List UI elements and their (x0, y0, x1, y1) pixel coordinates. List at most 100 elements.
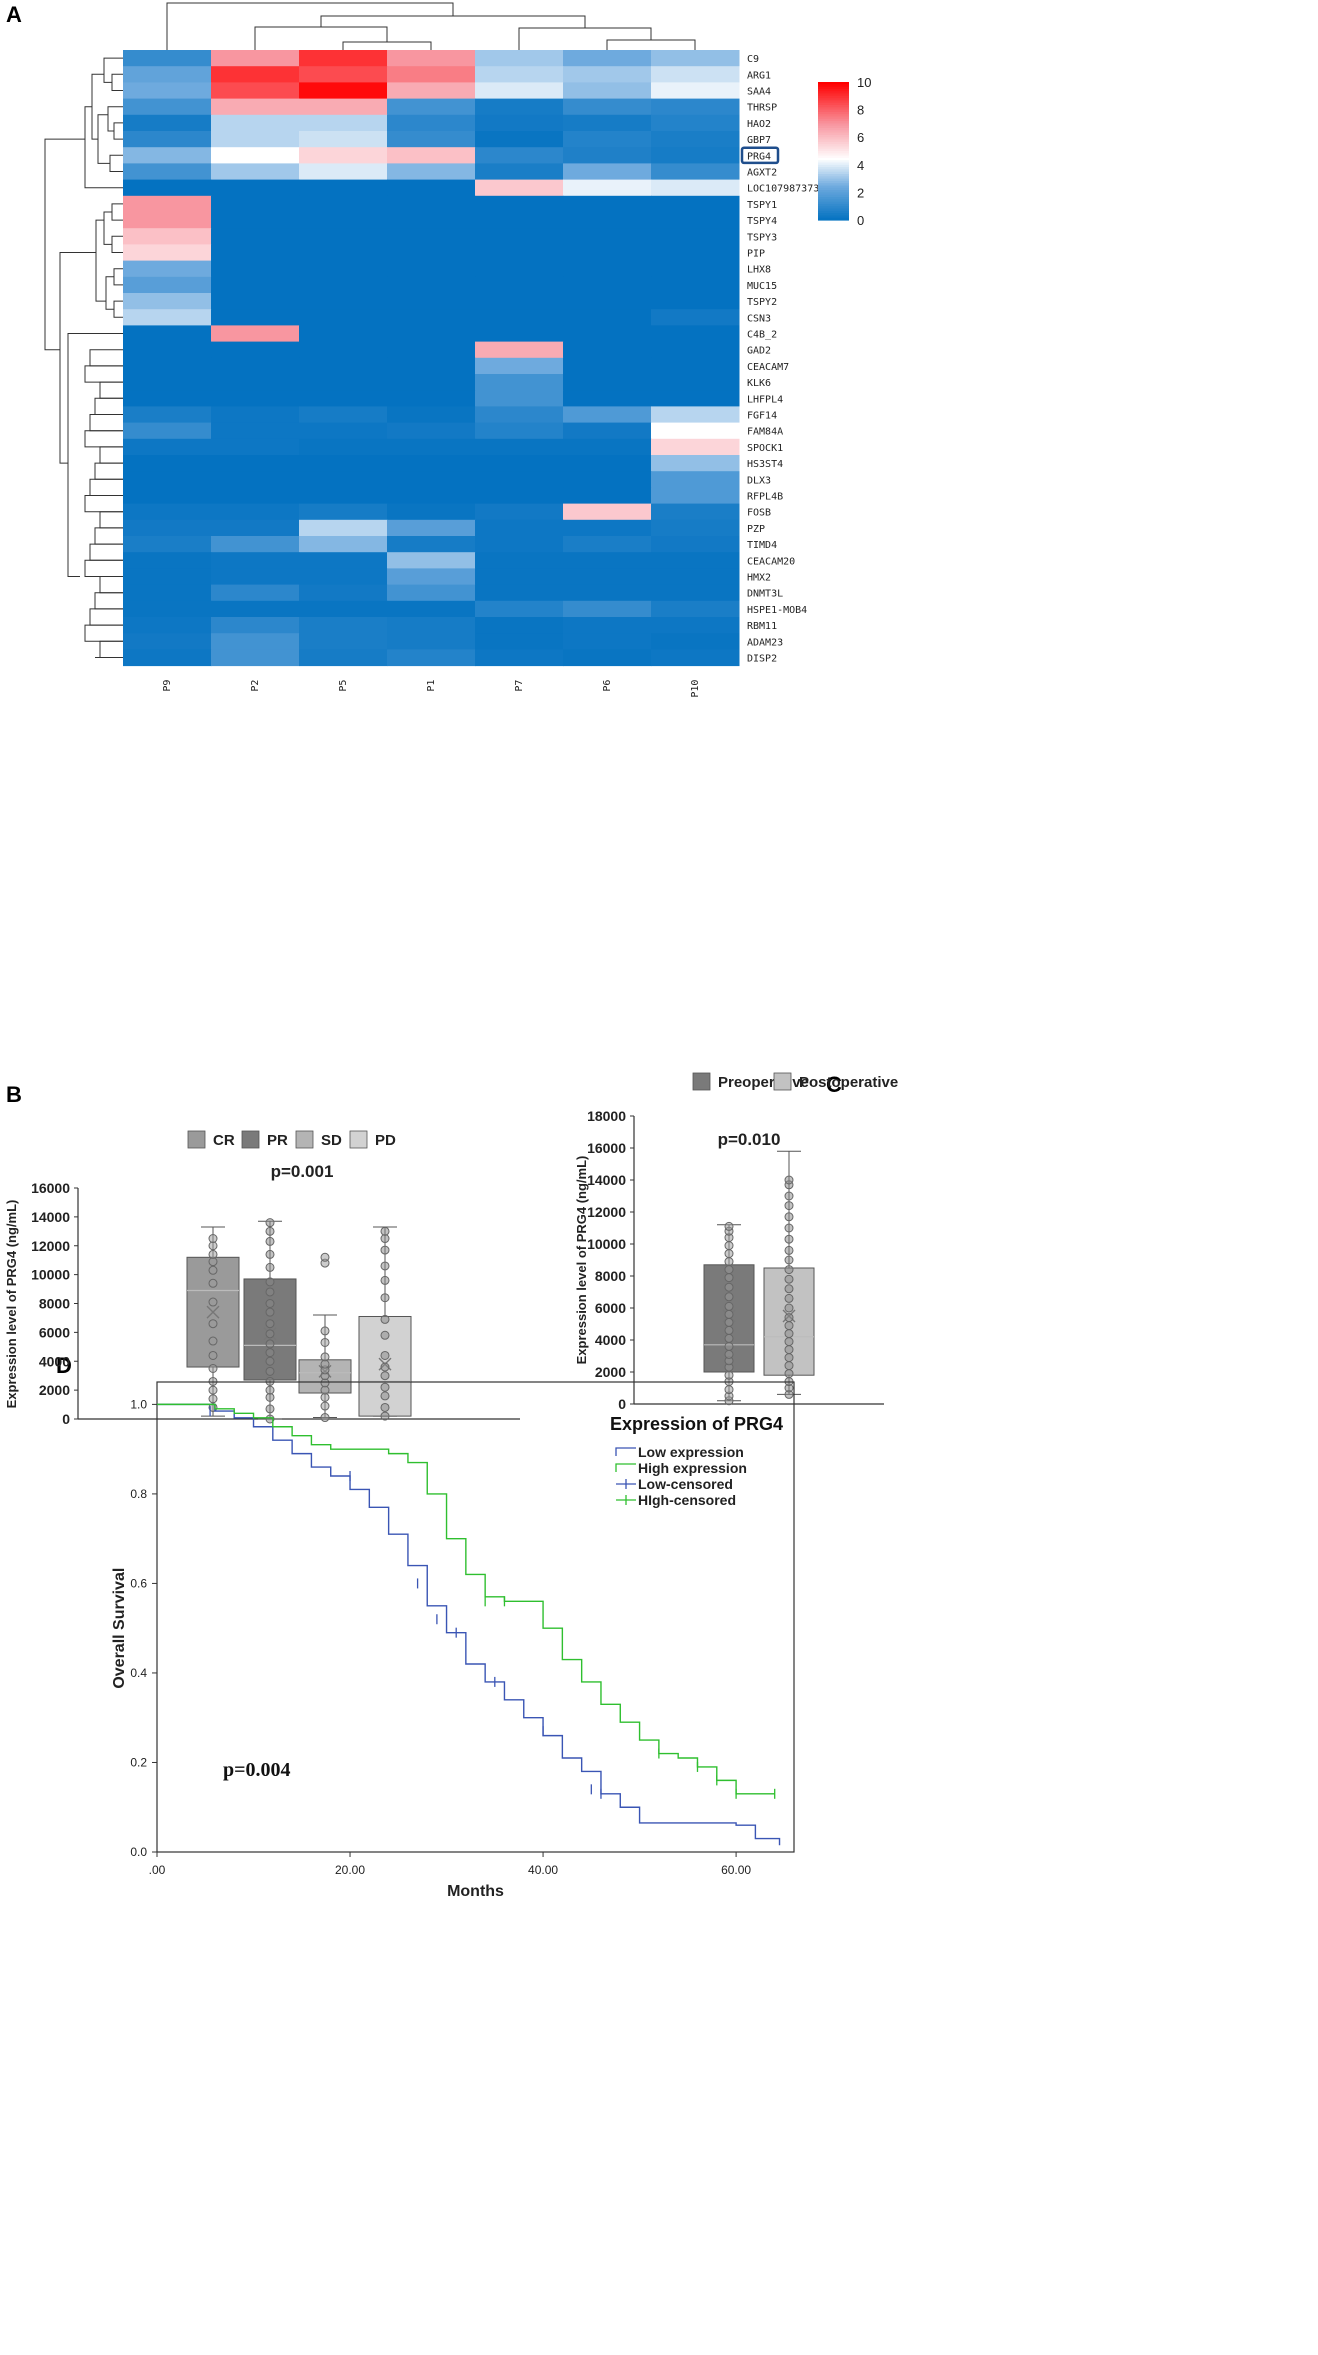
heatmap-cell (563, 341, 652, 359)
data-point (380, 1402, 390, 1412)
heatmap-cell (651, 293, 740, 310)
data-point (265, 1299, 275, 1308)
heatmap-cell (651, 357, 740, 375)
colorbar-segment (818, 171, 849, 175)
heatmap-cell (211, 50, 300, 67)
p-value-annotation: p=0.010 (718, 1130, 781, 1149)
heatmap-cell (563, 600, 652, 618)
colorbar-segment (818, 167, 849, 170)
heatmap-cell (387, 536, 476, 553)
heatmap-cell (211, 131, 300, 148)
heatmap-cell (475, 293, 564, 310)
heatmap-cell (651, 228, 740, 245)
heatmap-cell (123, 212, 212, 229)
row-dendrogram-branch (113, 268, 123, 286)
row-dendrogram-branch (94, 527, 123, 545)
heatmap-cell (299, 536, 388, 553)
data-point (208, 1385, 218, 1395)
heatmap-cell (299, 325, 388, 343)
heatmap-cell (651, 50, 740, 67)
heatmap-cell (651, 163, 740, 181)
data-point (265, 1329, 275, 1339)
heatmap-cell (475, 82, 564, 100)
heatmap-cell (651, 260, 740, 278)
colorbar-segment (818, 111, 849, 115)
colorbar-segment (818, 121, 849, 124)
data-point (784, 1345, 794, 1355)
colorbar-tick-label: 6 (857, 130, 864, 145)
row-dendrogram-branch (111, 73, 123, 91)
heatmap-col-label: P2 (250, 680, 261, 692)
heatmap-row-label: PIP (747, 249, 765, 260)
colorbar-tick-label: 4 (857, 158, 864, 173)
y-tick-label: 14000 (587, 1172, 626, 1188)
row-dendrogram-branch (99, 381, 123, 399)
heatmap-cell (387, 82, 476, 100)
heatmap-cell (387, 325, 476, 343)
heatmap-row-label: MUC15 (747, 281, 777, 292)
heatmap-cell (211, 309, 300, 326)
data-point (265, 1339, 275, 1349)
heatmap-cell (299, 82, 388, 100)
heatmap-cell (387, 438, 476, 456)
heatmap-cell (651, 82, 740, 100)
heatmap-cell (563, 374, 652, 391)
colorbar-segment (818, 213, 849, 216)
y-tick-label: 0.2 (130, 1755, 147, 1769)
heatmap-cell (563, 244, 652, 262)
heatmap-cell (475, 309, 564, 326)
heatmap-cell (387, 455, 476, 472)
row-dendrogram-branch (107, 106, 123, 132)
heatmap-cell (387, 244, 476, 262)
x-axis-label: Months (447, 1883, 504, 1900)
highlight-box (740, 146, 780, 165)
row-dendrogram-branch (99, 576, 123, 594)
row-dendrogram-branch (89, 414, 123, 432)
y-tick-label: 10000 (31, 1267, 70, 1283)
heatmap-cell (651, 131, 740, 148)
heatmap-cell (651, 325, 740, 343)
y-tick-label: 0.0 (130, 1845, 147, 1859)
x-tick-label: 40.00 (528, 1863, 558, 1877)
data-point (265, 1262, 275, 1272)
heatmap-cell (123, 552, 212, 569)
heatmap-cell (123, 114, 212, 132)
colorbar-segment (818, 178, 849, 182)
row-dendrogram-branch (84, 495, 123, 513)
heatmap-cell (299, 617, 388, 634)
heatmap-cell (123, 50, 212, 67)
legend-label: CR (213, 1132, 235, 1149)
row-dendrogram-branch (99, 640, 123, 658)
y-tick-label: 0.4 (130, 1666, 147, 1680)
colorbar-segment (818, 130, 849, 134)
data-point (724, 1241, 734, 1251)
x-tick-label: 20.00 (335, 1863, 365, 1877)
heatmap-row-label: FGF14 (747, 411, 777, 422)
row-dendrogram-branch (59, 252, 96, 464)
column-dendrogram-branch (166, 2, 454, 50)
heatmap-cell (651, 536, 740, 553)
heatmap-row-label: DNMT3L (747, 589, 783, 600)
heatmap-cell (211, 163, 300, 181)
heatmap-cell (563, 260, 652, 278)
heatmap-cell (211, 260, 300, 278)
legend-swatch (349, 1130, 368, 1149)
data-point (784, 1274, 794, 1284)
row-dendrogram-branch (89, 608, 123, 626)
data-point (784, 1303, 794, 1313)
heatmap-cell (299, 633, 388, 650)
colorbar-segment (818, 125, 849, 129)
data-point (208, 1297, 218, 1307)
heatmap-cell (651, 487, 740, 505)
heatmap-cell (123, 195, 212, 213)
data-point (724, 1249, 734, 1259)
heatmap-cell (387, 50, 476, 67)
data-point (208, 1319, 218, 1329)
heatmap-cell (211, 195, 300, 213)
heatmap-cell (123, 244, 212, 262)
data-point (265, 1307, 275, 1317)
colorbar-tick-label: 10 (857, 75, 871, 90)
heatmap-cell (123, 82, 212, 100)
heatmap-cell (563, 98, 652, 116)
heatmap-cell (299, 438, 388, 456)
